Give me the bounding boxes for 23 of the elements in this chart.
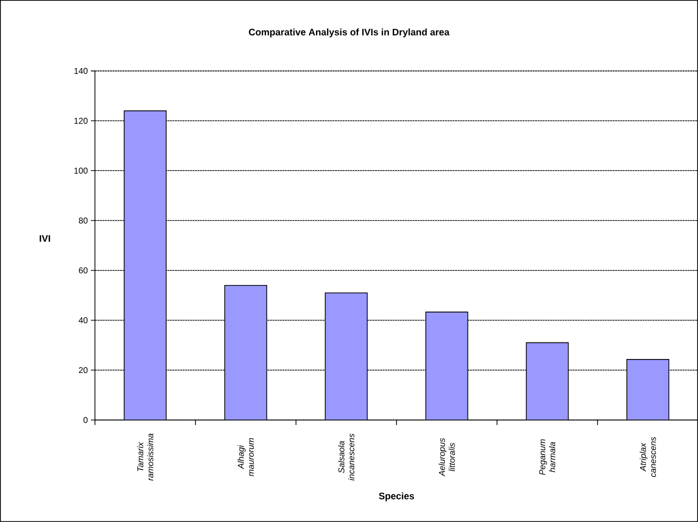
y-tick-label: 140 — [74, 68, 88, 74]
bar — [124, 110, 166, 420]
x-tick-label: Tamarix ramosissima — [137, 434, 154, 481]
y-tick-label: 80 — [78, 218, 88, 224]
bar — [426, 312, 468, 420]
y-tick-label: 0 — [84, 417, 88, 424]
bar — [526, 342, 568, 420]
y-axis-title: IVI — [40, 235, 50, 242]
x-tick-label: Atriplax canescens — [640, 437, 656, 478]
x-tick-label: Salsaola incanescens — [338, 434, 354, 480]
x-tick-label: Alhagi maurorum — [238, 438, 254, 476]
y-tick-label: 20 — [78, 367, 88, 374]
y-tick-label: 120 — [74, 118, 88, 124]
y-tick-label: 40 — [78, 317, 88, 324]
bar — [224, 285, 267, 420]
x-axis-title: Species — [378, 492, 414, 502]
y-tick-label: 100 — [74, 168, 88, 174]
x-tick-label: Aeluropus littoralis — [438, 438, 455, 477]
chart-title: Comparative Analysis of IVIs in Dryland area — [248, 28, 450, 38]
bar — [325, 292, 368, 420]
x-tick-label: Peganum harmala — [539, 439, 556, 475]
y-tick-label: 60 — [78, 267, 88, 274]
bar — [626, 359, 670, 420]
